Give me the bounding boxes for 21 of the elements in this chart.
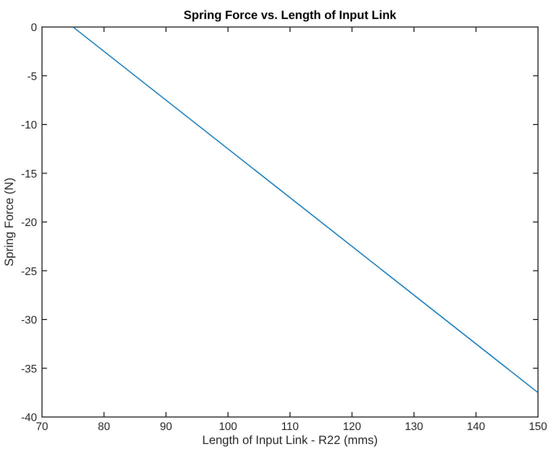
x-tick-label: 120 bbox=[342, 421, 362, 433]
x-tick-label: 140 bbox=[466, 421, 486, 433]
x-tick-label: 150 bbox=[528, 421, 548, 433]
y-tick-label: -15 bbox=[21, 168, 37, 180]
chart-title: Spring Force vs. Length of Input Link bbox=[184, 8, 397, 22]
y-tick-label: 0 bbox=[30, 22, 37, 34]
y-tick-label: -20 bbox=[21, 217, 37, 229]
x-tick-label: 70 bbox=[36, 421, 48, 433]
x-axis-title: Length of Input Link - R22 (mms) bbox=[202, 433, 378, 447]
x-tick-label: 110 bbox=[281, 421, 299, 433]
x-tick-label: 80 bbox=[98, 421, 110, 433]
y-tick-label: -35 bbox=[21, 363, 37, 376]
y-tick-label: -10 bbox=[21, 120, 37, 132]
y-tick-label: -40 bbox=[21, 412, 37, 424]
x-tick-label: 130 bbox=[404, 421, 424, 433]
y-tick-label: -25 bbox=[21, 266, 37, 278]
x-tick-label: 90 bbox=[160, 421, 172, 433]
y-axis-title: Spring Force (N) bbox=[2, 178, 16, 266]
x-tick-label: 100 bbox=[218, 421, 238, 433]
y-tick-label: -30 bbox=[21, 314, 37, 326]
y-tick-label: -5 bbox=[27, 70, 37, 83]
